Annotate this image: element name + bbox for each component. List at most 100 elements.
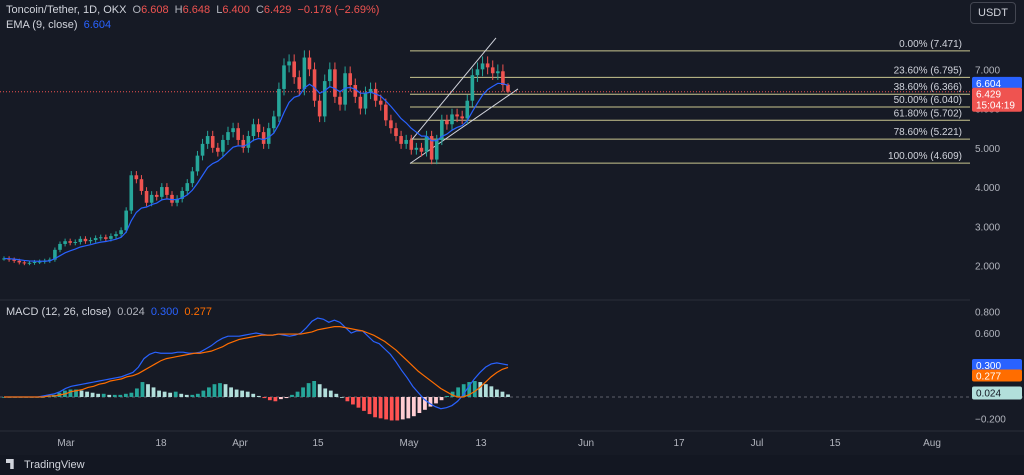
candle-body bbox=[221, 139, 225, 152]
macd-histogram-bar bbox=[162, 391, 167, 397]
macd-badge: 0.300 bbox=[976, 361, 1001, 372]
last-price-badge: 6.429 bbox=[976, 90, 1001, 101]
candle-body bbox=[450, 114, 454, 125]
macd-histogram-bar bbox=[140, 382, 145, 397]
macd-histogram-bar bbox=[406, 397, 411, 419]
high-label: H bbox=[174, 4, 183, 16]
macd-histogram-bar bbox=[207, 387, 211, 397]
macd-histogram-bar bbox=[351, 397, 355, 405]
symbol-name: Toncoin/Tether, 1D, OKX bbox=[6, 4, 127, 16]
candle-body bbox=[496, 71, 500, 74]
time-axis-tick: Jun bbox=[578, 438, 594, 449]
candle-body bbox=[190, 171, 195, 184]
macd-histogram-bar bbox=[411, 397, 416, 417]
candle-body bbox=[12, 259, 16, 261]
ema-price-badge-bg bbox=[972, 76, 1022, 89]
candle-body bbox=[322, 81, 327, 117]
macd-histogram-bar bbox=[279, 397, 283, 400]
macd-histogram-bar bbox=[273, 397, 278, 402]
time-axis-tick: Mar bbox=[57, 438, 75, 449]
macd-label: MACD (12, 26, close) bbox=[6, 306, 112, 318]
macd-histogram-bar bbox=[339, 397, 344, 398]
candle-body bbox=[470, 75, 475, 101]
macd-histogram-bar bbox=[179, 393, 184, 397]
macd-axis-tick: 0.800 bbox=[975, 308, 1000, 319]
open-label: O bbox=[132, 4, 142, 16]
fib-level-label: 78.60% (5.221) bbox=[894, 127, 962, 138]
macd-histogram-bar bbox=[184, 394, 189, 397]
macd-histogram-bar bbox=[212, 384, 217, 397]
candle-body bbox=[134, 175, 139, 180]
time-axis-tick: 13 bbox=[475, 438, 487, 449]
candle-body bbox=[292, 61, 296, 78]
candle-body bbox=[307, 57, 312, 70]
candle-body bbox=[368, 88, 373, 93]
candle-body bbox=[73, 241, 78, 243]
macd-histogram-bar bbox=[284, 397, 289, 399]
macd-histogram-bar bbox=[456, 387, 461, 397]
candle-body bbox=[256, 124, 261, 133]
macd-histogram-bar bbox=[378, 397, 383, 419]
macd-histogram-bar bbox=[434, 397, 438, 404]
macd-histogram-group bbox=[2, 381, 510, 421]
candle-body bbox=[180, 190, 184, 199]
ema-price-badge: 6.604 bbox=[976, 79, 1001, 90]
legend-symbol: Toncoin/Tether, 1D, OKX O6.608 H6.648 L6… bbox=[6, 4, 382, 16]
price-axis-tick: 4.000 bbox=[975, 183, 1000, 194]
macd-histogram-bar bbox=[135, 388, 139, 397]
candle-body bbox=[506, 84, 510, 92]
candle-body bbox=[277, 88, 281, 117]
candle-body bbox=[165, 187, 169, 195]
macd-histogram-bar bbox=[157, 390, 161, 397]
quote-currency-button[interactable]: USDT bbox=[970, 2, 1016, 24]
candle-body bbox=[460, 116, 464, 119]
fib-level-label: 61.80% (5.702) bbox=[894, 108, 962, 119]
macd-histogram-bar bbox=[478, 382, 483, 397]
macd-histogram-bar bbox=[234, 389, 239, 397]
macd-histogram-bar bbox=[2, 397, 6, 398]
macd-histogram-bar bbox=[373, 397, 377, 418]
macd-histogram-bar bbox=[445, 395, 449, 397]
macd-axis-tick: −0.200 bbox=[975, 414, 1006, 425]
candle-body bbox=[17, 260, 22, 263]
candle-body bbox=[216, 147, 220, 152]
signal-badge-bg bbox=[972, 369, 1022, 382]
candle-body bbox=[266, 128, 271, 144]
candle-body bbox=[93, 238, 98, 241]
macd-histogram-bar bbox=[323, 388, 328, 397]
candle-body bbox=[149, 194, 154, 203]
channel-upper-line bbox=[409, 37, 497, 143]
price-axis-tick: 7.000 bbox=[975, 65, 1000, 76]
candle-body bbox=[363, 92, 368, 109]
macd-histogram-bar bbox=[240, 390, 245, 397]
branding-text: TradingView bbox=[24, 459, 85, 471]
candle-body bbox=[399, 136, 403, 144]
macd-signal-value: 0.277 bbox=[184, 306, 212, 318]
macd-histogram-bar bbox=[151, 387, 156, 397]
candle-body bbox=[124, 210, 128, 231]
candle-body bbox=[445, 120, 449, 125]
macd-histogram-bar bbox=[489, 386, 494, 397]
candle-body bbox=[378, 100, 383, 105]
candle-body bbox=[210, 136, 215, 148]
macd-histogram-bar bbox=[129, 392, 134, 397]
candle-body bbox=[109, 236, 113, 239]
macd-histogram-bar bbox=[423, 397, 427, 410]
candle-body bbox=[282, 65, 286, 89]
signal-badge: 0.277 bbox=[976, 371, 1001, 382]
fib-level-label: 50.00% (6.040) bbox=[894, 95, 962, 106]
candle-body bbox=[389, 120, 393, 129]
macd-histogram-bar bbox=[450, 391, 455, 397]
macd-histogram-bar bbox=[356, 397, 361, 408]
candle-body bbox=[53, 249, 57, 260]
candle-body bbox=[175, 198, 179, 203]
candle-body bbox=[373, 88, 378, 101]
candle-body bbox=[287, 61, 291, 66]
candle-body bbox=[63, 241, 67, 244]
macd-histogram-bar bbox=[439, 397, 444, 401]
price-axis-tick: 3.000 bbox=[975, 222, 1000, 233]
candle-body bbox=[185, 183, 190, 191]
legend-macd: MACD (12, 26, close) 0.024 0.300 0.277 bbox=[6, 306, 215, 318]
candle-body bbox=[246, 136, 251, 148]
